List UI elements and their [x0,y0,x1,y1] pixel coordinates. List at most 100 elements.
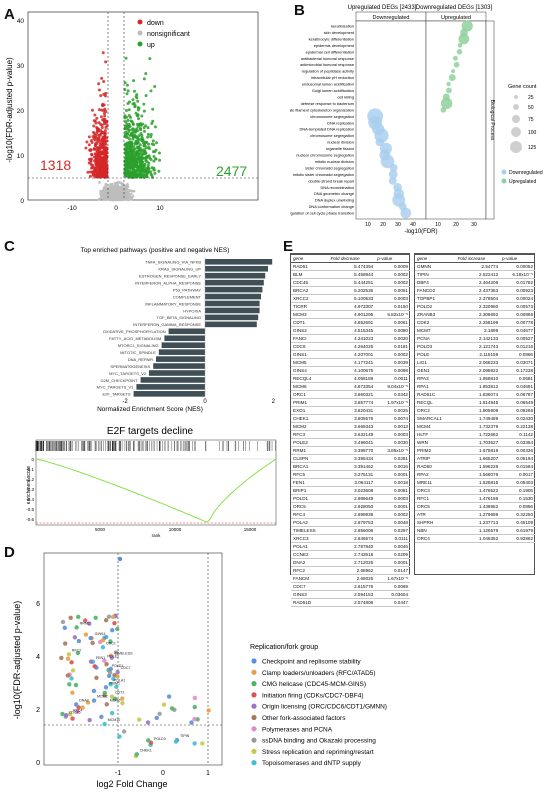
table-row: MCM6 4.873354 9.04x10⁻⁵ [291,382,410,391]
cell-pvalue: 0.0046 [375,542,410,551]
legend-size-label: 50 [528,105,534,111]
scatter-legend-swatch [251,681,257,687]
volcano-point-nonsig [125,185,129,188]
pathway-bar [161,342,205,348]
xtick: 30 [471,222,477,228]
cell-fold: 1.568076 [455,470,501,479]
cell-gene: CHEK1 [291,414,329,423]
bubble-term-label: DNA-templated DNA replication [300,127,355,132]
cell-pvalue: 0.0080 [375,326,410,335]
pathway-label: KRAS_SIGNALING_UP [158,267,201,272]
cell-pvalue: 0.0001 [375,502,410,511]
volcano-point-up [137,169,141,173]
volcano-point-up [142,129,146,133]
volcano-point-down [103,129,107,133]
volcano-point-down [89,139,93,143]
bubble-term-label: mitotic nuclear division [315,159,354,164]
volcano-point-nonsig [125,182,129,186]
volcano-point-down [105,120,109,124]
volcano-point-down [90,108,94,112]
cell-gene: CCNE2 [291,550,329,559]
scatter-points [59,556,211,759]
table-row: RAD51D 2.574806 0.0447 [291,598,410,607]
table-row: CDC7 2.615776 0.0069 [291,582,410,591]
table-row: ORC3 1.476522 0.1905 [415,486,535,495]
volcano-point-down [85,140,89,144]
scatter-point [102,658,107,663]
table-fold-increase: gene Fold increase p-value GMNN 2.54774 0.… [415,254,535,543]
legend-swatch-nonsig [137,30,143,36]
cell-fold: 4.264025 [328,342,376,351]
scatter-gene-label: POLA1 [114,678,126,682]
table-row: FEN1 3.064117 0.0018 [291,478,410,487]
xtick: 2 [272,399,276,405]
scatter-point [121,729,127,734]
pathway-label: INFLAMMATORY_RESPONSE [145,301,201,306]
cell-fold: 5.474394 [328,262,376,271]
scatter-point [169,706,175,711]
volcano-point-up [124,130,128,134]
scatter-point [108,682,113,687]
bubble-term-label: chromosome segregation [310,133,354,138]
cell-fold: 2.308692 [455,310,501,319]
ytick: -0.6 [26,517,34,522]
scatter-gene-label: CDC7 [121,666,131,670]
scatter-point [108,666,113,672]
table-row: PCNA 2.142133 0.00527 [415,334,535,343]
volcano-point-up [139,128,143,132]
cell-gene: FANCD2 [415,286,456,295]
volcano-plot: 1318 2477 down nonsignificant up -log10(… [5,11,259,212]
volcano-point-nonsig [127,198,131,202]
scatter-point [107,670,113,675]
volcano-point-nonsig [110,187,113,191]
volcano-point-up [137,117,141,121]
volcano-point-down [104,148,108,152]
volcano-point-up [125,83,129,87]
bubble-xlabel: -log10(FDR) [404,229,437,235]
volcano-point-up [141,169,145,173]
volcano-point-down [100,123,104,127]
xtick: -2 [122,399,128,405]
volcano-point-down [104,164,108,168]
cell-pvalue: 5.82x10⁻⁵ [375,310,410,319]
cell-pvalue: 3.85x10⁻⁵ [375,446,410,455]
volcano-point-up [127,108,131,112]
bubble-term-label: DNA geometric change [314,191,354,196]
volcano-point-down [90,152,94,156]
volcano-point-down [97,161,101,165]
cell-fold: 2.464206 [455,278,501,287]
scatter-legend-swatch [251,692,257,698]
xtick: 10 [156,205,164,212]
pathway-bar [149,370,205,376]
scatter-point [85,700,91,705]
scatter-point [65,673,71,678]
table-row: TOPBP1 2.378504 0.00024 [415,294,535,303]
scatter-legend-label: Clamp loaders/unloaders (RFC/ATAD5) [262,670,376,677]
bubble-term-label: chromosome segregation [310,114,354,119]
pathway-label: MITOTIC_SPINDLE [120,350,156,355]
cell-gene: GMNN [415,262,456,271]
table-row: TIPIN 2.522412 6.18x10⁻⁵ [415,270,535,279]
cell-gene: LIG1 [415,358,456,367]
table-row: TICRR 4.973307 0.0150 [291,302,410,311]
volcano-point-up [132,145,136,149]
bubble-term-label: intracellular pH reduction [311,75,354,80]
cell-fold: 1.046352 [455,534,501,543]
volcano-point-nonsig [121,196,124,200]
cell-gene: FANCI [291,334,329,343]
cell-pvalue: 1.97x10⁻⁵ [375,398,410,407]
volcano-point-up [131,136,135,140]
volcano-point-down [99,129,103,133]
volcano-point-up [148,57,152,61]
scatter-point [88,635,93,641]
cell-pvalue: 0.61979 [500,526,535,535]
cell-fold: 5.458944 [328,270,376,279]
volcano-point-up [135,142,139,146]
volcano-point-down [99,94,103,98]
table-row: RFC2 2.68962 0.0147 [291,566,410,575]
cell-pvalue: 0.0856 [500,502,535,511]
cell-pvalue: 0.0150 [375,302,410,311]
cell-gene: RFC5 [291,470,329,479]
volcano-point-up [142,102,146,106]
